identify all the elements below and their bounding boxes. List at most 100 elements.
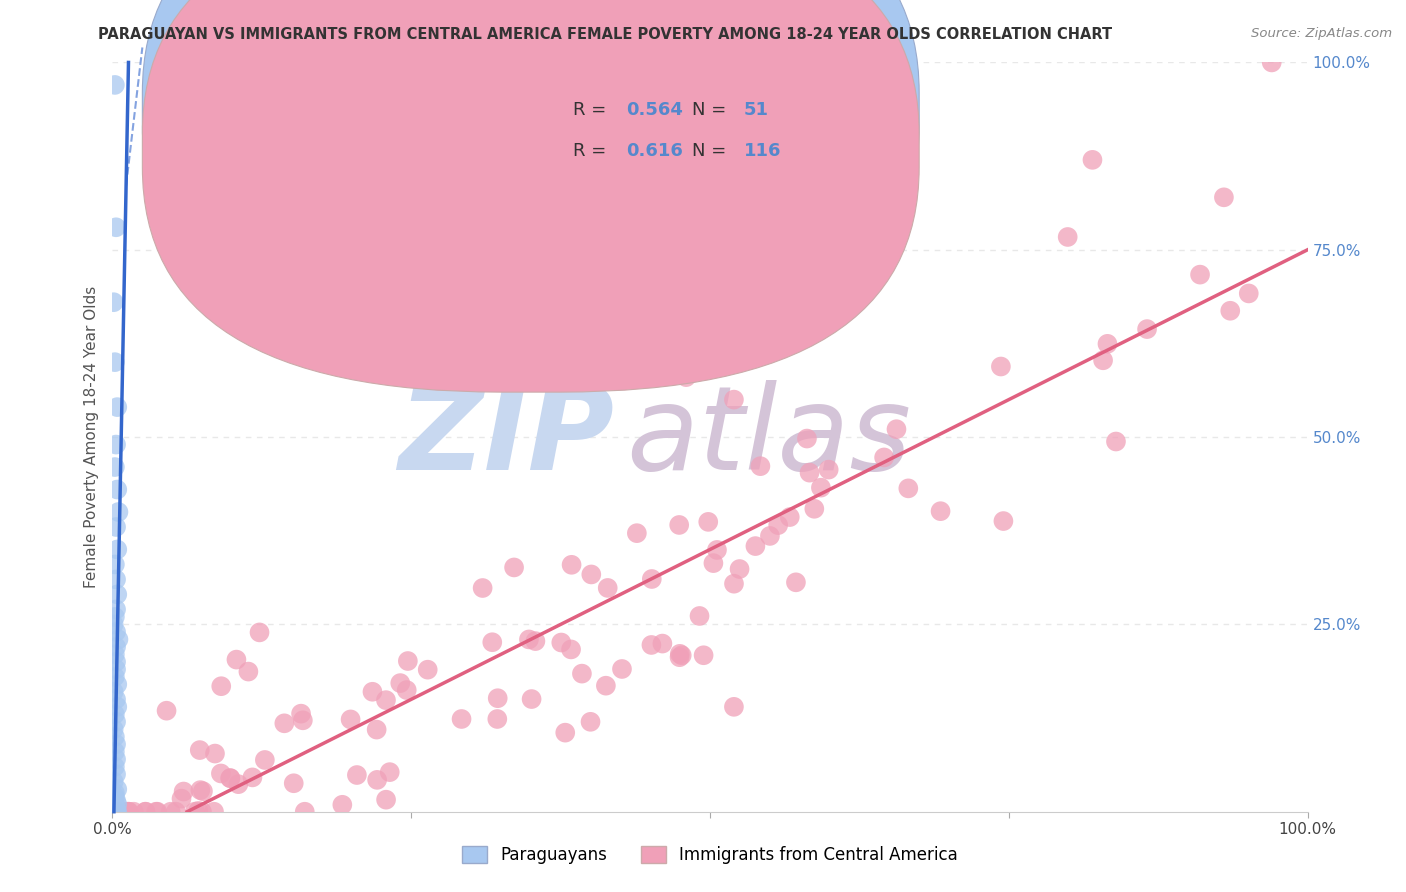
Point [105,677,128,691]
Point [104,670,127,684]
Point [105,624,128,639]
Point [339,713,361,727]
Point [706,543,728,558]
Point [105,483,128,497]
Point [873,450,896,465]
Point [104,798,127,813]
Point [105,793,128,807]
Point [105,573,128,587]
Point [105,602,128,616]
Point [115,805,138,819]
Point [104,789,127,804]
Point [291,714,314,728]
Legend: Paraguayans, Immigrants from Central America: Paraguayans, Immigrants from Central Ame… [456,839,965,871]
Point [595,679,617,693]
FancyBboxPatch shape [142,0,920,351]
Point [104,610,127,624]
Point [242,771,264,785]
Point [366,723,388,737]
Point [184,805,207,819]
Point [993,514,1015,528]
Text: atlas: atlas [627,380,911,494]
Point [395,683,418,698]
Point [723,699,745,714]
FancyBboxPatch shape [142,0,920,392]
Point [416,663,439,677]
Point [728,562,751,576]
Point [105,714,128,729]
Point [610,662,633,676]
Point [1237,286,1260,301]
Text: R =: R = [572,142,617,160]
Point [330,797,353,812]
Point [596,581,619,595]
Point [796,432,818,446]
Point [105,801,128,815]
Point [1081,153,1104,167]
Point [165,805,187,819]
Point [238,665,260,679]
Point [104,460,127,475]
Point [155,704,177,718]
Point [520,692,543,706]
Point [103,295,125,310]
Text: 116: 116 [744,142,780,160]
Point [104,760,127,774]
Point [1105,434,1128,449]
Point [1213,190,1236,204]
Point [105,767,128,781]
Point [191,784,214,798]
Point [668,518,690,533]
Point [581,567,603,582]
Point [375,693,398,707]
Point [105,797,128,812]
Point [105,805,128,819]
Point [219,771,242,785]
Point [749,459,772,474]
Point [159,805,181,819]
Point [104,648,127,662]
Point [134,805,156,819]
Point [187,804,209,818]
Point [668,650,690,665]
Point [779,510,801,524]
Point [105,655,128,669]
Point [766,518,789,533]
Point [689,609,711,624]
Point [283,776,305,790]
Point [503,560,526,574]
Point [481,635,503,649]
Point [219,771,242,785]
Point [188,783,211,797]
Point [785,575,807,590]
Point [640,638,662,652]
Point [803,501,825,516]
Point [104,78,127,92]
Point [104,745,127,759]
Point [105,437,128,451]
Point [105,520,128,534]
Point [249,625,271,640]
Point [669,647,692,661]
Point [145,805,167,819]
Point [105,805,128,819]
Point [361,685,384,699]
Point [105,737,128,751]
Point [1261,55,1284,70]
Point [561,558,583,572]
Point [990,359,1012,374]
Point [104,805,127,819]
Point [641,572,664,586]
Point [1097,336,1119,351]
Point [118,805,141,819]
Point [759,529,782,543]
Point [886,422,908,436]
Point [122,805,145,819]
Point [692,648,714,663]
Point [146,805,169,819]
Point [188,743,211,757]
Point [118,805,141,819]
Point [486,712,509,726]
Point [651,636,673,650]
Y-axis label: Female Poverty Among 18-24 Year Olds: Female Poverty Among 18-24 Year Olds [83,286,98,588]
